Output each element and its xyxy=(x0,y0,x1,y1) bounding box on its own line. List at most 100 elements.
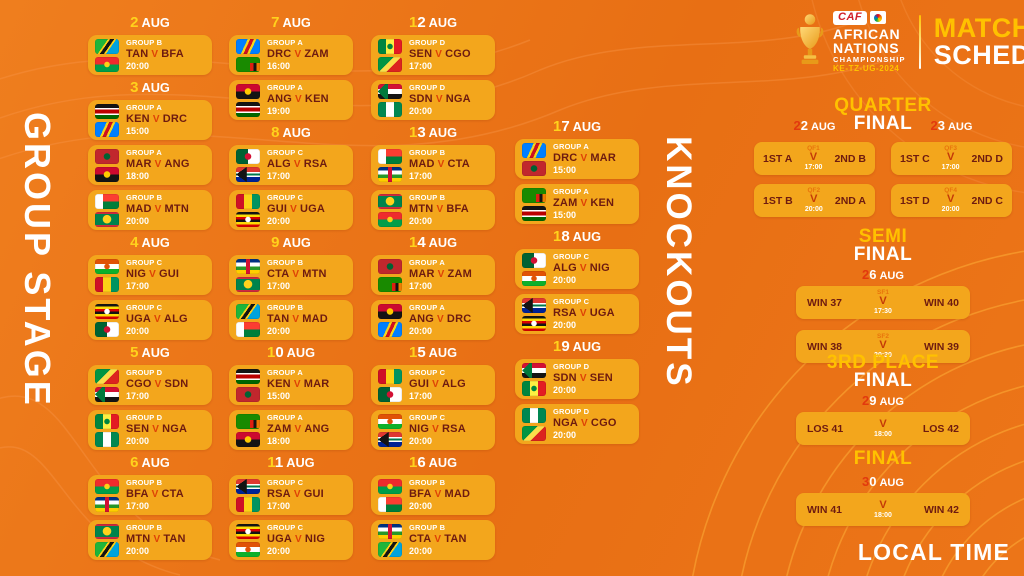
home-team: NGA xyxy=(553,416,579,429)
match-center: QF2 V 20:00 xyxy=(805,187,823,214)
match-info: GROUP B MAD V MTN 20:00 xyxy=(126,193,189,226)
versus-label: V xyxy=(946,193,955,206)
date-month: AUG xyxy=(141,15,170,30)
away-team: RSA xyxy=(442,422,466,435)
home-team: CTA xyxy=(267,267,290,280)
group-label: GROUP A xyxy=(553,186,589,196)
flag-mad-icon xyxy=(378,496,402,512)
date-day-accent: 2 xyxy=(930,118,938,133)
versus-label: V xyxy=(879,295,887,308)
versus-label: V xyxy=(579,307,587,319)
date-day: 2 xyxy=(417,14,426,31)
date-day-accent: 1 xyxy=(552,228,562,245)
flag-mtn-icon xyxy=(378,193,402,209)
home-team: MTN xyxy=(409,202,434,215)
versus-label: V xyxy=(293,488,301,500)
versus-label: V xyxy=(580,197,588,209)
date-header: 13 AUG xyxy=(371,125,495,140)
third-place-section: 3RD PLACE FINAL 29 AUG LOS 41 V 18:00 LOS 42 xyxy=(744,353,1022,456)
away-team: TAN xyxy=(444,532,467,545)
competition-edition: KE-TZ-UG-2024 xyxy=(833,64,900,74)
match-teams: BFA V CTA xyxy=(126,488,184,501)
match-teams: KEN V DRC xyxy=(126,113,187,126)
match-info: GROUP C GUI V ALG 17:00 xyxy=(409,367,466,401)
date-header: 2 AUG xyxy=(88,15,212,30)
date-day: 3 xyxy=(937,118,945,133)
day-group: 4 AUG GROUP C NIG V GUI 17:00 GROUP C UGA V ALG 20:… xyxy=(88,235,212,340)
home-team: NIG xyxy=(409,422,430,435)
match-time: 20:00 xyxy=(553,384,577,395)
home-team: MAR xyxy=(126,157,152,170)
flag-gui-icon xyxy=(95,276,119,292)
day-group: 14 AUG GROUP A MAR V ZAM 17:00 GROUP A ANG V DRC 20… xyxy=(371,235,495,340)
away-team: LOS 42 xyxy=(922,422,959,435)
match-time: 17:00 xyxy=(409,60,433,71)
date-header: 18 AUG xyxy=(515,229,639,244)
match-time: 20:00 xyxy=(553,319,577,330)
away-team: MAD xyxy=(302,312,328,325)
flag-nga-icon xyxy=(522,407,546,423)
date-month: AUG xyxy=(428,455,458,470)
match-flags xyxy=(378,83,402,117)
date-day: 9 xyxy=(869,393,877,408)
flag-nig-icon xyxy=(522,270,546,286)
date-day: 7 xyxy=(561,118,570,135)
group-label: GROUP C xyxy=(409,367,446,377)
flag-rsa-icon xyxy=(522,297,546,313)
match-teams: RSA V UGA xyxy=(553,307,615,320)
flag-mtn-icon xyxy=(95,211,119,227)
match-time: 15:00 xyxy=(553,164,577,175)
date-day-accent: 7 xyxy=(271,14,280,31)
match-time: 20:00 xyxy=(409,105,433,116)
date-header: 6 AUG xyxy=(88,455,212,470)
day-group: 11 AUG GROUP C RSA V GUI 17:00 GROUP C UGA V NIG 20… xyxy=(229,455,353,560)
versus-label: V xyxy=(435,93,443,105)
versus-label: V xyxy=(290,203,298,215)
date-month: AUG xyxy=(572,119,602,134)
flag-bfa-icon xyxy=(378,211,402,227)
competition-name-line3: CHAMPIONSHIP xyxy=(833,55,906,65)
date-header: 16 AUG xyxy=(371,455,495,470)
versus-label: V xyxy=(434,488,442,500)
home-team: DRC xyxy=(553,151,578,164)
away-team: NGA xyxy=(445,92,471,105)
group-label: GROUP B xyxy=(409,522,446,532)
match-teams: NIG V RSA xyxy=(409,423,466,436)
date-day: 0 xyxy=(275,344,284,361)
match-card: GROUP C ALG V NIG 20:00 xyxy=(515,249,639,289)
match-flags xyxy=(236,413,260,447)
versus-label: V xyxy=(292,268,300,280)
match-time: 20:00 xyxy=(553,274,577,285)
date-day: 0 xyxy=(869,474,877,489)
flag-zam-icon xyxy=(522,187,546,203)
match-center: V 18:00 xyxy=(874,499,892,519)
match-teams: NIG V GUI xyxy=(126,268,179,281)
date-day-accent: 1 xyxy=(408,344,418,361)
match-time: 20:00 xyxy=(409,500,433,511)
match-flags xyxy=(236,38,260,72)
home-team: KEN xyxy=(267,377,291,390)
match-flags xyxy=(95,478,119,512)
versus-label: V xyxy=(810,193,818,206)
match-flags xyxy=(95,368,119,402)
match-info: GROUP C RSA V GUI 17:00 xyxy=(267,478,324,511)
match-card: GROUP A DRC V MAR 15:00 xyxy=(515,139,639,179)
versus-label: V xyxy=(151,48,159,60)
match-info: GROUP A KEN V DRC 15:00 xyxy=(126,103,187,136)
match-info: GROUP D SDN V SEN 20:00 xyxy=(553,362,613,395)
match-time: 20:00 xyxy=(409,325,433,336)
quarter-final-title-rest: FINAL xyxy=(853,113,913,134)
flag-cta-icon xyxy=(95,496,119,512)
home-team: MAD xyxy=(126,202,152,215)
match-flags xyxy=(236,478,260,512)
knockout-match-card: 1ST B QF2 V 20:00 2ND A xyxy=(754,184,875,217)
group-label: GROUP B xyxy=(267,302,304,312)
away-team: CGO xyxy=(590,416,617,429)
match-time: 17:00 xyxy=(126,500,150,511)
flag-gui-icon xyxy=(236,193,260,209)
flag-tan-icon xyxy=(236,303,260,319)
match-center: QF1 V 17:00 xyxy=(804,145,822,172)
match-time: 20:00 xyxy=(409,545,433,556)
versus-label: V xyxy=(153,533,161,545)
flag-nig-icon xyxy=(378,413,402,429)
